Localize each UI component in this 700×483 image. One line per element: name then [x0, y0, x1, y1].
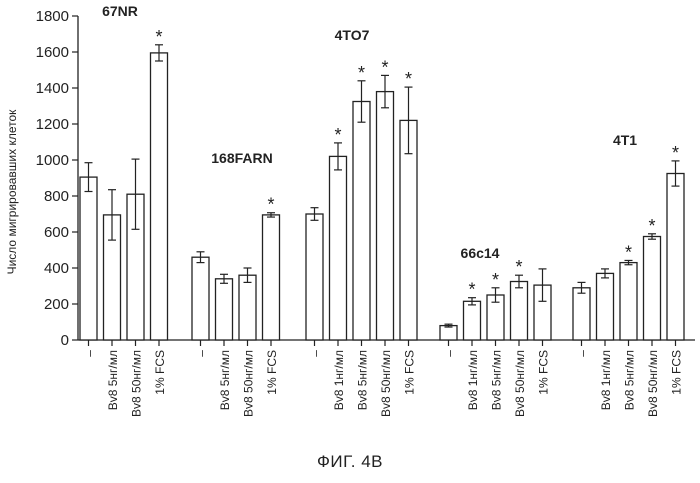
- significance-marker: *: [267, 195, 274, 215]
- significance-marker: *: [334, 125, 341, 145]
- x-tick-label: Bv8 5нг/мл: [106, 350, 120, 410]
- group-label: 4TO7: [335, 27, 370, 43]
- bar: [149, 52, 169, 341]
- x-tick-label: Bv8 1нг/мл: [466, 350, 480, 410]
- bar: [375, 90, 395, 341]
- bar: [619, 261, 638, 341]
- x-tick-label: Bv8 50нг/мл: [646, 350, 660, 417]
- x-tick-label: Bv8 50нг/мл: [379, 350, 393, 417]
- bar: [305, 213, 324, 341]
- y-tick-label: 400: [44, 260, 69, 277]
- bar: [238, 274, 257, 341]
- bar: [666, 172, 685, 341]
- y-tick-label: 200: [44, 296, 69, 313]
- bar: [328, 155, 348, 341]
- x-tick-label: Bv8 5нг/мл: [218, 350, 232, 410]
- x-tick-label: Bv8 1нг/мл: [599, 350, 613, 410]
- x-tick-label: 1% FCS: [265, 350, 279, 395]
- significance-marker: *: [405, 69, 412, 89]
- group-label: 4T1: [613, 132, 637, 148]
- bar: [352, 100, 371, 341]
- x-tick-label: Bv8 5нг/мл: [490, 350, 504, 410]
- significance-marker: *: [381, 57, 388, 77]
- significance-marker: *: [492, 270, 499, 290]
- figure-caption: ФИГ. 4В: [316, 452, 383, 471]
- group-label: 66c14: [461, 245, 500, 261]
- x-tick-label: –: [195, 350, 209, 357]
- x-tick-label: –: [576, 350, 590, 357]
- x-tick-label: Bv8 5нг/мл: [623, 350, 637, 410]
- x-tick-label: Bv8 50нг/мл: [513, 350, 527, 417]
- bar: [214, 278, 234, 341]
- y-tick-label: 1400: [36, 80, 69, 97]
- x-tick-label: –: [309, 350, 323, 357]
- significance-marker: *: [672, 143, 679, 163]
- y-tick-label: 0: [61, 332, 69, 349]
- y-tick-label: 1800: [36, 8, 69, 25]
- significance-marker: *: [625, 242, 632, 262]
- significance-marker: *: [515, 257, 522, 277]
- x-tick-label: Bv8 5нг/мл: [356, 350, 370, 410]
- significance-marker: *: [155, 27, 162, 47]
- bar: [79, 176, 98, 341]
- y-axis-title: Число мигрировавших клеток: [5, 109, 19, 275]
- y-tick-label: 1200: [36, 116, 69, 133]
- bar: [439, 324, 458, 341]
- x-tick-label: 1% FCS: [403, 350, 417, 395]
- y-tick-label: 1000: [36, 152, 69, 169]
- significance-marker: *: [358, 63, 365, 83]
- x-tick-label: 1% FCS: [153, 350, 167, 395]
- x-tick-label: –: [83, 350, 97, 357]
- group-label: 67NR: [102, 3, 138, 19]
- bar: [509, 280, 529, 341]
- x-tick-label: 1% FCS: [670, 350, 684, 395]
- bar: [191, 256, 210, 341]
- x-tick-label: 1% FCS: [537, 350, 551, 395]
- x-tick-label: –: [443, 350, 457, 357]
- bar: [462, 300, 482, 341]
- x-tick-label: Bv8 50нг/мл: [242, 350, 256, 417]
- x-tick-label: Bv8 50нг/мл: [130, 350, 144, 417]
- bar: [261, 214, 281, 341]
- bar: [572, 287, 591, 341]
- group-label: 168FARN: [211, 150, 272, 166]
- bar: [642, 235, 662, 341]
- y-tick-label: 1600: [36, 44, 69, 61]
- significance-marker: *: [648, 216, 655, 236]
- significance-marker: *: [468, 280, 475, 300]
- y-tick-label: 600: [44, 224, 69, 241]
- bar: [595, 272, 615, 341]
- y-tick-label: 800: [44, 188, 69, 205]
- x-tick-label: Bv8 1нг/мл: [332, 350, 346, 410]
